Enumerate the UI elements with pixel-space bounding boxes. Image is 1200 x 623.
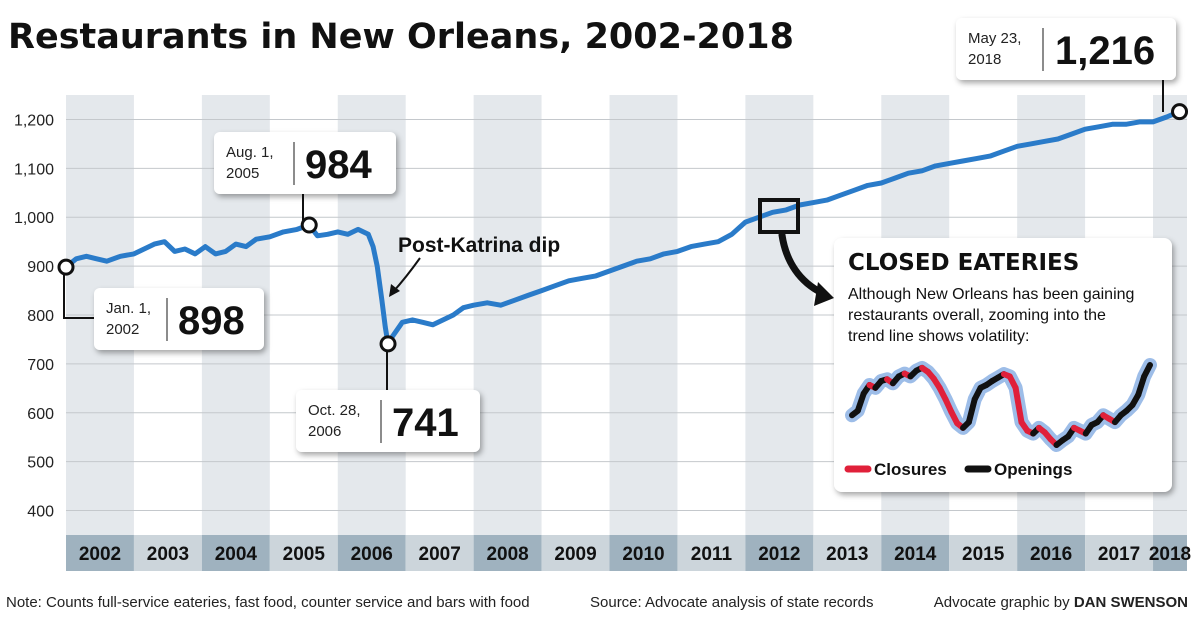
annotation-year: 2006 [308, 423, 341, 440]
inset-segment [854, 390, 867, 414]
year-label-bg [337, 535, 406, 571]
year-label-bg [405, 535, 474, 571]
x-tick-label: 2018 [1149, 544, 1191, 565]
annotation-date: May 23, [968, 30, 1021, 47]
annotation-value: 741 [392, 401, 459, 445]
x-tick-label: 2004 [215, 544, 258, 565]
y-tick-label: 600 [27, 406, 54, 423]
annotation-year: 2002 [106, 321, 139, 338]
y-tick-label: 900 [27, 259, 54, 276]
inset-text-line: Although New Orleans has been gaining [848, 286, 1134, 303]
annotation-date: Aug. 1, [226, 144, 274, 161]
year-label-bg [541, 535, 610, 571]
x-tick-label: 2009 [554, 544, 596, 565]
year-label-bg [949, 535, 1018, 571]
annotation-value: 898 [178, 299, 245, 343]
legend-label-openings: Openings [994, 460, 1072, 479]
y-tick-label: 1,200 [14, 112, 54, 129]
marker-may-2018 [1171, 103, 1189, 121]
year-label-bg [1085, 535, 1154, 571]
annotation-year: 2005 [226, 165, 259, 182]
inset-segment [1141, 362, 1153, 380]
inset-segment [1012, 384, 1025, 426]
x-tick-label: 2010 [622, 544, 664, 565]
y-tick-label: 1,000 [14, 210, 54, 227]
footer-credit-prefix: Advocate graphic by [934, 594, 1074, 611]
footer-note: Note: Counts full-service eateries, fast… [6, 594, 530, 611]
x-tick-label: 2005 [283, 544, 326, 565]
annotation-date: Jan. 1, [106, 300, 151, 317]
x-tick-label: 2014 [894, 544, 937, 565]
x-tick-label: 2012 [758, 544, 800, 565]
x-axis-year-labels: 2002 2003 2004 2005 2006 2007 2008 2009 2010 2011… [79, 544, 1191, 565]
y-axis-ticks: 400 500 600 700 800 900 1,000 1,100 1,200 [14, 112, 54, 520]
x-tick-label: 2015 [962, 544, 1005, 565]
chart-title: Restaurants in New Orleans, 2002-2018 [8, 17, 794, 57]
callout-post-katrina: Post-Katrina dip [398, 234, 560, 257]
y-tick-label: 800 [27, 308, 54, 325]
x-tick-label: 2003 [147, 544, 189, 565]
annotation-value: 1,216 [1055, 29, 1155, 73]
year-label-bg [813, 535, 882, 571]
year-label-bg [473, 535, 542, 571]
marker-aug-2005 [300, 216, 318, 234]
year-label-bg [609, 535, 678, 571]
year-label-bg [677, 535, 746, 571]
x-tick-label: 2013 [826, 544, 868, 565]
x-tick-label: 2002 [79, 544, 121, 565]
inset-segment [965, 396, 978, 426]
footer-source: Source: Advocate analysis of state recor… [590, 594, 873, 611]
inset-segment [1135, 373, 1148, 398]
marker-jan-2002 [57, 258, 75, 276]
endpoint-markers [57, 103, 1189, 353]
y-tick-label: 1,100 [14, 161, 54, 178]
annotation-connectors [63, 80, 1164, 392]
annotation-year: 2018 [968, 51, 1001, 68]
y-tick-label: 700 [27, 357, 54, 374]
annotation-value: 984 [305, 143, 372, 187]
footer-credit: Advocate graphic by DAN SWENSON [934, 594, 1188, 611]
footer-credit-name: DAN SWENSON [1074, 594, 1188, 611]
inset-trend-segments [849, 362, 1153, 448]
x-tick-label: 2006 [351, 544, 393, 565]
x-tick-label: 2011 [691, 544, 733, 565]
zoom-arrow [778, 231, 826, 297]
x-tick-label: 2017 [1098, 544, 1140, 565]
x-tick-label: 2016 [1030, 544, 1072, 565]
callout-arrowhead [389, 284, 400, 297]
inset-title: CLOSED EATERIES [848, 250, 1079, 276]
y-tick-label: 500 [27, 455, 54, 472]
annotation-aug-2005: Aug. 1, 2005 984 [214, 132, 396, 194]
annotation-may-2018: May 23, 2018 1,216 [956, 18, 1176, 80]
year-label-bg [133, 535, 202, 571]
y-tick-label: 400 [27, 504, 54, 521]
connector-jan-2002 [63, 271, 94, 319]
inset-closed-eateries: CLOSED EATERIES Although New Orleans has… [834, 238, 1172, 492]
year-label-bg [745, 535, 814, 571]
x-tick-label: 2007 [419, 544, 461, 565]
series-line-restaurants [63, 109, 1182, 347]
inset-text-line: trend line shows volatility: [848, 328, 1029, 345]
year-label-bg [1153, 535, 1187, 571]
legend-label-closures: Closures [874, 460, 947, 479]
annotation-date: Oct. 28, [308, 402, 361, 419]
year-label-bg [201, 535, 270, 571]
zoom-box [758, 198, 800, 234]
annotation-jan-2002: Jan. 1, 2002 898 [94, 288, 264, 350]
year-label-bg [1017, 535, 1086, 571]
year-label-bg [881, 535, 950, 571]
zoom-arrowhead [814, 282, 834, 306]
year-label-bg [66, 535, 134, 571]
year-label-bg [269, 535, 338, 571]
x-tick-label: 2008 [486, 544, 528, 565]
marker-oct-2006 [379, 335, 397, 353]
annotation-oct-2006: Oct. 28, 2006 741 [296, 390, 480, 452]
inset-text-line: restaurants overall, zooming into the [848, 307, 1106, 324]
